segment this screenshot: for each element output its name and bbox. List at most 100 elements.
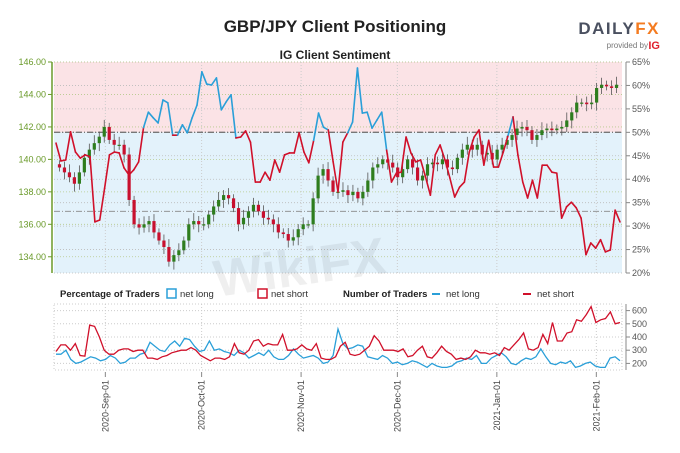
- candle-bear: [72, 177, 77, 184]
- candle-bull: [425, 164, 430, 176]
- sentiment-segment-short: [463, 151, 471, 183]
- sentiment-segment-long: [196, 71, 203, 106]
- candle-bear: [450, 167, 454, 170]
- sentiment-segment-short: [536, 164, 544, 199]
- candle-bear: [261, 211, 265, 218]
- legend: Percentage of Traders net long net short…: [60, 288, 574, 300]
- sentiment-segment-short: [298, 132, 305, 153]
- legend-num-label: Number of Traders: [343, 289, 427, 300]
- candle-bull: [366, 180, 370, 192]
- sentiment-segment-short: [293, 132, 300, 154]
- candle-bull: [192, 221, 196, 225]
- candle-bear: [57, 164, 62, 168]
- candle-bear: [226, 195, 231, 199]
- candle-bull: [485, 152, 489, 155]
- candle-bull: [361, 191, 365, 199]
- candle-bull: [495, 149, 499, 160]
- candle-bull: [117, 144, 121, 146]
- percent-tick-label: 50%: [632, 127, 650, 137]
- candle-bull: [520, 126, 524, 129]
- candle-bull: [545, 128, 549, 131]
- candle-bear: [271, 219, 275, 225]
- candle-bear: [112, 139, 116, 145]
- candle-bear: [435, 162, 440, 165]
- sentiment-segment-short: [84, 154, 91, 158]
- sentiment-segment-long: [142, 111, 150, 129]
- sentiment-segment-short: [497, 151, 505, 168]
- candle-bull: [87, 149, 91, 158]
- legend-pct-long-swatch: [166, 288, 177, 299]
- sentiment-segment-short: [264, 171, 271, 181]
- sentiment-segment-short: [308, 139, 315, 164]
- candle-bull: [341, 190, 345, 192]
- candle-bull: [371, 167, 375, 181]
- sentiment-segment-short: [483, 139, 490, 166]
- candle-bear: [391, 162, 395, 168]
- legend-pct-label: Percentage of Traders: [60, 289, 160, 300]
- sentiment-segment-short: [419, 159, 427, 178]
- sentiment-segment-long: [152, 116, 159, 124]
- sentiment-segment-long: [220, 101, 227, 111]
- candle-bear: [162, 240, 166, 248]
- subtitle: IG Client Sentiment: [280, 48, 391, 62]
- candle-bear: [281, 232, 285, 235]
- candle-bull: [614, 84, 619, 88]
- sentiment-segment-short: [487, 139, 495, 168]
- candle-bull: [172, 255, 176, 262]
- traders-tick-label: 200: [632, 358, 647, 368]
- traders-frame: [53, 303, 623, 371]
- sentiment-segment-short: [89, 155, 96, 223]
- sentiment-segment-short: [69, 131, 77, 153]
- traders-tick-label: 300: [632, 345, 647, 355]
- sentiment-segment-long: [380, 111, 388, 151]
- candle-bull: [420, 175, 425, 181]
- percent-tick-label: 65%: [632, 57, 650, 67]
- sentiment-segment-short: [405, 136, 412, 154]
- candle-bull: [92, 143, 96, 150]
- logo-text: DAILYFX: [578, 19, 660, 38]
- sentiment-segment-long: [167, 101, 174, 136]
- candle-bull: [540, 130, 544, 136]
- sentiment-segment-short: [570, 201, 578, 209]
- sentiment-segment-short: [546, 164, 553, 173]
- sentiment-segment-long: [186, 116, 193, 134]
- sentiment-segment-long: [356, 67, 364, 114]
- sentiment-segment-short: [113, 151, 121, 154]
- sentiment-segment-short: [123, 167, 130, 176]
- candle-bear: [256, 204, 261, 212]
- sentiment-segment-short: [594, 238, 602, 249]
- sentiment-segment-long: [351, 67, 359, 123]
- candle-bull: [217, 199, 221, 207]
- sentiment-segment-short: [585, 242, 592, 256]
- candle-bull: [251, 204, 256, 212]
- percent-tick-label: 35%: [632, 198, 650, 208]
- sentiment-segment-short: [244, 130, 252, 143]
- candle-bear: [411, 159, 415, 168]
- sentiment-segment-short: [94, 219, 101, 223]
- sentiment-segment-long: [230, 94, 237, 139]
- candle-bull: [97, 136, 101, 144]
- candle-bear: [132, 199, 136, 225]
- candle-bull: [291, 237, 295, 241]
- sentiment-segment-short: [609, 209, 616, 251]
- sentiment-segment-long: [176, 124, 184, 136]
- candle-bull: [311, 198, 315, 225]
- candle-bull: [246, 211, 251, 218]
- candle-bull: [381, 159, 385, 165]
- candle-bull: [590, 102, 594, 105]
- candle-bear: [331, 180, 335, 192]
- sentiment-segment-short: [79, 154, 86, 159]
- candle-bull: [580, 102, 584, 104]
- candle-bull: [535, 135, 539, 140]
- candle-bull: [321, 169, 325, 176]
- traders-plot: 200 300 400 500 600 2020-Sep-01 2020-Oct-01 202…: [53, 303, 647, 432]
- sentiment-segment-short: [327, 129, 334, 163]
- sentiment-segment-short: [259, 171, 266, 183]
- price-tick-label: 142.00: [18, 122, 46, 132]
- price-tick-label: 146.00: [18, 57, 46, 67]
- candle-bull: [599, 84, 604, 88]
- sentiment-segment-short: [132, 161, 140, 171]
- candle-bear: [62, 167, 67, 173]
- sentiment-segment-short: [118, 152, 125, 169]
- bg-net-long-zone: [54, 132, 622, 273]
